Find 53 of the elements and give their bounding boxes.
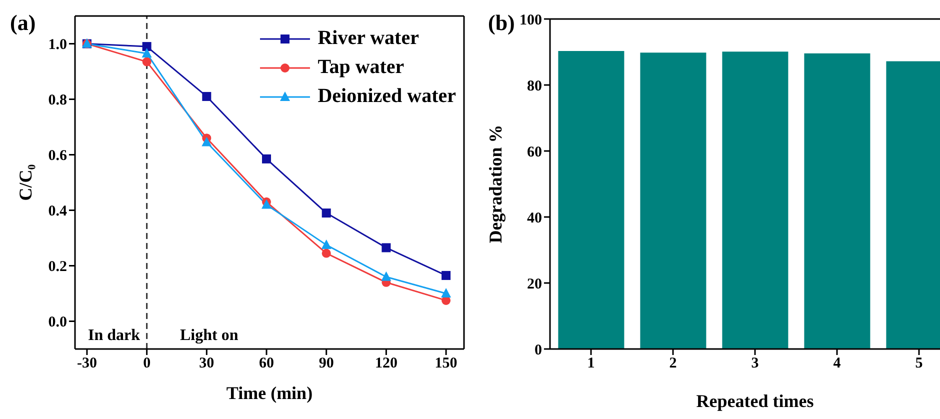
y-tick-label: 0.8 <box>48 92 67 109</box>
legend-label: Tap water <box>318 56 404 79</box>
y-tick-label: 60 <box>527 144 542 160</box>
x-tick-label: 2 <box>669 356 677 372</box>
point <box>381 271 392 281</box>
y-axis-title: Degradation % <box>485 124 506 244</box>
point <box>202 136 212 146</box>
bar <box>722 52 788 349</box>
point <box>262 154 272 164</box>
legend-label: River water <box>318 27 419 50</box>
point <box>322 208 331 218</box>
point <box>321 239 332 249</box>
point <box>142 48 152 58</box>
annotation: In dark <box>88 327 140 345</box>
y-axis-title: C/C₀ <box>15 164 36 201</box>
chart-title: (a) <box>10 10 36 36</box>
x-tick-label: 3 <box>751 356 759 372</box>
x-tick-label: 5 <box>915 356 923 372</box>
point <box>142 57 152 66</box>
x-tick-label: 1 <box>587 356 595 372</box>
y-tick-label: 0.2 <box>48 259 67 276</box>
y-tick-label: 40 <box>527 210 542 226</box>
x-tick-label: 150 <box>434 356 458 372</box>
y-tick-label: 0.6 <box>48 148 68 164</box>
point <box>322 248 331 258</box>
x-tick-label: 90 <box>318 356 334 372</box>
x-tick-label: 4 <box>833 356 842 372</box>
x-tick-label: 120 <box>374 356 398 372</box>
y-tick-label: 20 <box>527 276 542 292</box>
y-tick-label: 100 <box>520 12 542 28</box>
y-tick-label: 0.0 <box>48 314 67 331</box>
annotation: Light on <box>180 327 238 345</box>
chart-title: (b) <box>488 10 515 36</box>
x-tick-label: 30 <box>199 356 214 372</box>
x-tick-label: 0 <box>143 356 151 372</box>
point <box>442 270 451 280</box>
bar <box>558 51 624 349</box>
point <box>262 199 272 209</box>
bar <box>640 52 706 349</box>
point <box>202 92 212 101</box>
x-tick-label: 60 <box>259 356 274 372</box>
y-tick-label: 0 <box>534 342 542 358</box>
y-tick-label: 0.4 <box>48 204 68 220</box>
x-axis-title: Time (min) <box>226 383 313 403</box>
legend-label: Deionized water <box>318 85 456 108</box>
y-tick-label: 1.0 <box>48 37 67 54</box>
x-tick-label: -30 <box>76 356 97 372</box>
bar <box>804 53 870 349</box>
x-axis-title: Repeated times <box>696 391 814 411</box>
point <box>382 243 391 252</box>
point <box>441 288 452 298</box>
y-tick-label: 80 <box>527 78 542 94</box>
point <box>142 42 152 52</box>
